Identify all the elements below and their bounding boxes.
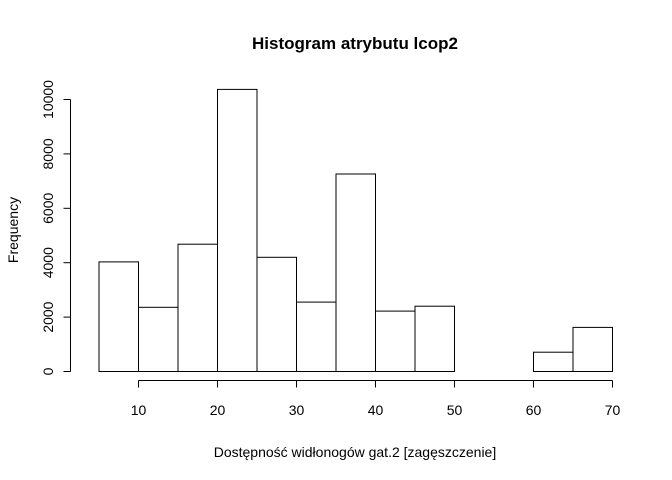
x-tick-label: 60: [526, 402, 542, 418]
histogram-bar-6: [335, 173, 376, 372]
y-tick-label: 10000: [40, 80, 56, 119]
histogram-bar-0: [98, 261, 139, 372]
y-tick-label: 4000: [40, 247, 56, 278]
x-axis-label: Dostępność widłonogów gat.2 [zagęszczeni…: [214, 444, 497, 460]
x-tick-label: 70: [605, 402, 621, 418]
y-axis-label: Frequency: [5, 197, 21, 263]
x-tick-label: 20: [210, 402, 226, 418]
histogram-bar-5: [296, 301, 337, 373]
bars-group: [98, 88, 613, 373]
histogram-bar-2: [177, 243, 218, 372]
y-tick-label: 0: [40, 367, 56, 375]
y-tick-label: 8000: [40, 138, 56, 169]
x-tick-label: 10: [131, 402, 147, 418]
x-tick-label: 40: [368, 402, 384, 418]
histogram-bar-12: [572, 326, 613, 372]
chart-title: Histogram atrybutu lcop2: [252, 34, 458, 53]
y-axis: 0 2000 4000 6000 8000 10000: [40, 80, 71, 375]
histogram-bar-7: [375, 310, 416, 373]
y-tick-label: 6000: [40, 193, 56, 224]
x-tick-label: 30: [289, 402, 305, 418]
histogram-bar-3: [217, 88, 258, 373]
histogram-bar-8: [414, 305, 455, 373]
histogram-bar-4: [256, 256, 297, 372]
x-axis: 10 20 30 40 50 60 70: [131, 380, 621, 418]
histogram-bar-11: [533, 351, 574, 373]
histogram-bar-1: [138, 306, 179, 372]
x-tick-label: 50: [447, 402, 463, 418]
y-tick-label: 2000: [40, 301, 56, 332]
